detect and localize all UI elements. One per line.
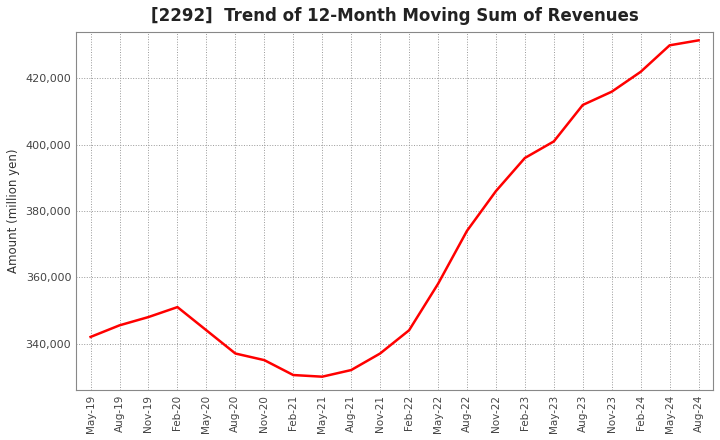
Title: [2292]  Trend of 12-Month Moving Sum of Revenues: [2292] Trend of 12-Month Moving Sum of R… xyxy=(150,7,639,25)
Y-axis label: Amount (million yen): Amount (million yen) xyxy=(7,149,20,273)
